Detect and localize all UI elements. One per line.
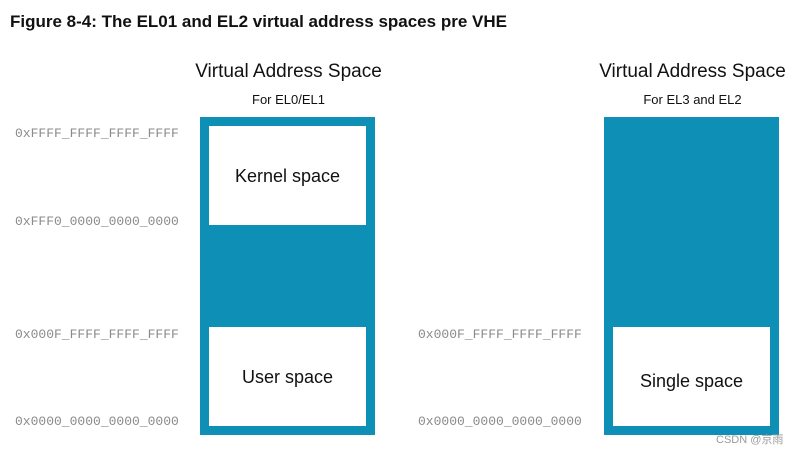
kernel-space-region: Kernel space: [209, 126, 366, 225]
csdn-watermark: CSDN @京雨: [716, 434, 784, 446]
left-space-title: Virtual Address Space: [195, 61, 382, 82]
figure-title: Figure 8-4: The EL01 and EL2 virtual add…: [10, 12, 507, 31]
address-label-bottom: 0x0000_0000_0000_0000: [15, 414, 179, 429]
address-label-user-top: 0x000F_FFFF_FFFF_FFFF: [15, 327, 179, 342]
left-space-subtitle: For EL0/EL1: [252, 92, 325, 107]
kernel-space-label: Kernel space: [234, 166, 341, 186]
address-label-kernel-bottom: 0xFFF0_0000_0000_0000: [15, 214, 179, 229]
right-address-label-single-top: 0x000F_FFFF_FFFF_FFFF: [418, 327, 582, 342]
right-space-title: Virtual Address Space: [599, 61, 786, 82]
user-space-label: User space: [241, 367, 334, 387]
address-label-top: 0xFFFF_FFFF_FFFF_FFFF: [15, 126, 179, 141]
right-space-subtitle: For EL3 and EL2: [643, 92, 742, 107]
right-address-label-bottom: 0x0000_0000_0000_0000: [418, 414, 582, 429]
single-space-label: Single space: [639, 371, 744, 391]
user-space-region: User space: [209, 327, 366, 426]
right-address-space-block: Single space: [604, 117, 779, 435]
left-address-space-block: Kernel space User space: [200, 117, 375, 435]
single-space-region: Single space: [613, 327, 770, 426]
